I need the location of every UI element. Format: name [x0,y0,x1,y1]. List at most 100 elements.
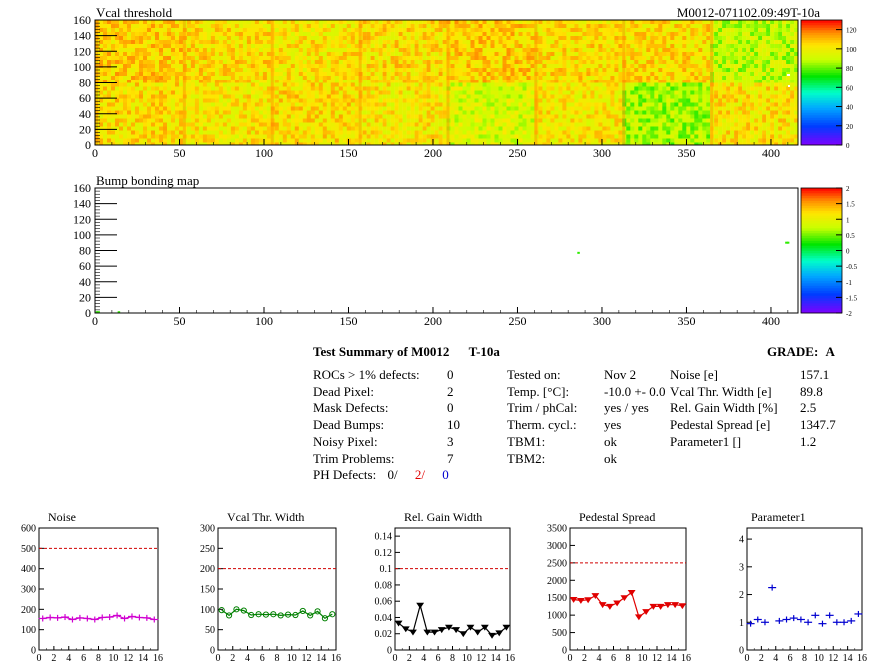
chart-title: Pedestal Spread [579,510,655,524]
bump-hit [577,251,580,254]
summary-value: Nov 2 [604,367,637,382]
threshold-heatmap [95,20,799,146]
x-tick-label: 16 [857,653,867,664]
map-frame [94,187,799,314]
summary-label: Trim / phCal: [507,400,578,416]
y-tick-label: 0 [562,646,567,657]
x-tick-label: 6 [260,653,265,664]
data-point [613,600,622,607]
y-tick-label: 2000 [547,576,567,587]
y-tick-label: 0.14 [375,532,393,543]
x-tick-label: 50 [173,146,185,160]
y-tick-label: 60 [79,91,91,105]
defects-column: ROCs > 1% defects: Dead Pixel: Mask Defect… [313,367,420,467]
x-tick-label: 350 [677,314,695,328]
summary-label: Dead Pixel: [313,383,375,399]
summary-value: 0 [447,400,454,416]
summary-label: Noise [e] [670,367,719,382]
y-tick-label: 500 [21,544,36,555]
x-tick-label: 300 [593,146,611,160]
x-tick-label: 2 [407,653,412,664]
data-point [255,611,262,618]
summary-module: Test Summary of M0012 [313,344,450,359]
y-tick-label: 0.04 [375,613,393,624]
data-point [642,609,651,616]
chart-title: Vcal Thr. Width [227,510,304,524]
data-point [401,626,410,633]
summary-label: Temp. [°C]: [507,383,570,399]
data-point [656,603,665,610]
y-tick-label: 1 [739,618,744,629]
summary-label: Mask Defects: [313,400,389,416]
summary-label: Noisy Pixel: [313,433,378,449]
conditions-column: Tested on: Temp. [°C]: Trim / phCal: Therm.… [507,367,577,467]
y-tick-label: 100 [73,228,91,242]
summary-chart: Rel. Gain Width 0 0.02 0.04 0.06 0.08 0.1 0.12 0… [375,510,516,664]
x-tick-label: 12 [828,653,838,664]
summary-temperature-tag: T-10a [468,344,500,359]
chart-title: Parameter1 [751,510,806,524]
data-point [299,607,306,615]
summary-label: TBM2: [507,450,546,466]
data-point [649,603,658,610]
x-tick-label: 14 [667,653,677,664]
x-tick-label: 6 [611,653,616,664]
x-tick-label: 14 [491,653,501,664]
data-point [277,612,284,619]
y-tick-label: 1000 [547,611,567,622]
x-tick-label: 8 [96,653,101,664]
palette-tick-label: -1.5 [846,294,858,302]
summary-value: 0 [447,367,454,382]
x-tick-label: 16 [505,653,515,664]
grade-value: A [825,344,835,359]
palette-tick-label: 100 [846,46,857,54]
chart-frame [38,527,159,651]
x-tick-label: 8 [450,653,455,664]
x-tick-label: 0 [745,653,750,664]
summary-label: Pedestal Spread [e] [670,417,771,433]
data-point [292,611,299,619]
data-point [233,606,240,613]
data-point [329,611,336,618]
summary-label: ROCs > 1% defects: [313,367,420,382]
x-tick-label: 8 [626,653,631,664]
data-point [591,593,600,600]
x-tick-label: 10 [638,653,648,664]
x-tick-label: 2 [582,653,587,664]
y-tick-label: 0 [739,646,744,657]
y-tick-label: 0 [85,306,91,320]
y-tick-label: 50 [205,625,215,636]
data-point [240,607,247,614]
data-point [488,632,496,639]
x-tick-label: 0 [92,314,98,328]
run-label: M0012-071102.09:49T-10a [677,5,820,20]
y-tick-label: 0.08 [375,580,393,591]
summary-value: 2 [447,383,454,399]
x-tick-label: 10 [287,653,297,664]
y-tick-label: 500 [552,628,567,639]
y-tick-label: 0.1 [380,564,393,575]
summary-value: 2.5 [800,400,817,416]
palette-tick-label: 0 [846,142,850,150]
y-tick-label: 120 [73,212,91,226]
summary-value: ok [604,433,617,449]
data-point [430,629,439,636]
data-point [634,614,643,621]
data-point [627,589,636,596]
bump-hit [786,241,790,244]
summary-label: Dead Bumps: [313,417,385,433]
data-point [394,620,403,627]
data-point [605,603,614,610]
palette-tick-label: 1.5 [846,201,855,209]
summary-value: 89.8 [800,383,823,399]
palette-tick-label: -1 [846,279,852,287]
y-tick-label: 40 [79,275,91,289]
summary-value: yes [604,417,622,433]
x-tick-label: 12 [476,653,486,664]
y-tick-label: 600 [21,524,36,535]
chart-title: Noise [48,510,76,524]
y-tick-label: 2500 [547,558,567,569]
